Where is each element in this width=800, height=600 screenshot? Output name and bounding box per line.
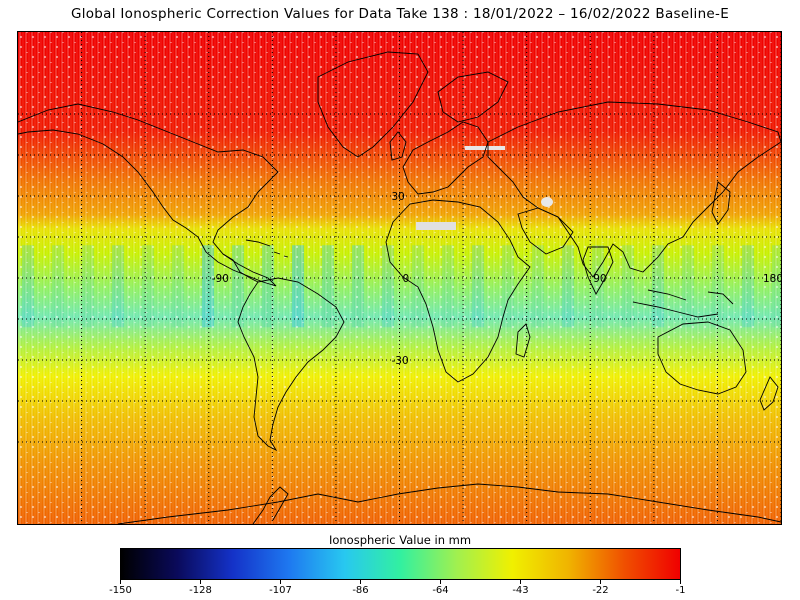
no-data-patch <box>416 222 456 230</box>
colorbar-tick <box>280 580 281 584</box>
coast-india <box>582 246 614 295</box>
coastlines <box>18 51 781 524</box>
grid-labels: -90 0 90 180 30 -30 <box>212 191 781 367</box>
colorbar-tick-label: -150 <box>109 585 132 596</box>
colorbar-title: Ionospheric Value in mm <box>328 533 472 547</box>
track-dots <box>18 32 781 524</box>
coast-caribbean <box>245 239 289 258</box>
colorbar-tick <box>440 580 441 584</box>
colorbar-tick-label: -22 <box>592 585 609 596</box>
map-panel[interactable]: -90 0 90 180 30 -30 <box>17 31 782 525</box>
coast-japan <box>711 181 731 225</box>
no-data-patch <box>465 146 505 150</box>
colorbar-tick <box>680 580 681 584</box>
coast-antarctic-peninsula <box>252 486 289 524</box>
colorbar-ticks: -150 -128 -107 -86 -64 -43 -22 -1 <box>0 580 800 600</box>
coast-north-america <box>18 103 279 287</box>
grid-label: -30 <box>392 355 409 367</box>
colorbar-tick-label: -43 <box>512 585 529 596</box>
colorbar-tick-label: -64 <box>432 585 449 596</box>
coast-uk <box>389 131 407 161</box>
no-data-patch <box>541 197 553 207</box>
chart-title: Global Ionospheric Correction Values for… <box>70 6 730 22</box>
grid-label: 0 <box>403 273 410 285</box>
coast-new-zealand <box>759 376 779 411</box>
coast-scandinavia <box>437 71 509 123</box>
coast-greenland <box>317 51 429 158</box>
grid-label: 30 <box>392 191 405 203</box>
colorbar-tick-label: -128 <box>189 585 212 596</box>
colorbar-tick-label: -86 <box>352 585 369 596</box>
colorbar-tick <box>200 580 201 584</box>
colorbar <box>120 548 681 580</box>
grid-label: 180 <box>763 273 781 285</box>
coast-asia <box>487 101 781 278</box>
coast-africa <box>385 199 531 383</box>
grid-label: -90 <box>212 273 229 285</box>
coast-indonesia <box>632 289 734 318</box>
coast-australia <box>657 321 747 395</box>
coast-central-america <box>222 253 259 283</box>
coast-south-america <box>237 277 345 452</box>
colorbar-tick <box>120 580 121 584</box>
colorbar-tick-label: -1 <box>675 585 686 596</box>
colorbar-tick <box>360 580 361 584</box>
grid-label: 90 <box>593 273 606 285</box>
colorbar-tick-label: -107 <box>269 585 292 596</box>
coast-madagascar <box>515 323 531 358</box>
coast-antarctica <box>117 483 781 524</box>
ionospheric-map[interactable]: -90 0 90 180 30 -30 <box>18 32 781 524</box>
colorbar-tick <box>600 580 601 584</box>
colorbar-tick <box>520 580 521 584</box>
